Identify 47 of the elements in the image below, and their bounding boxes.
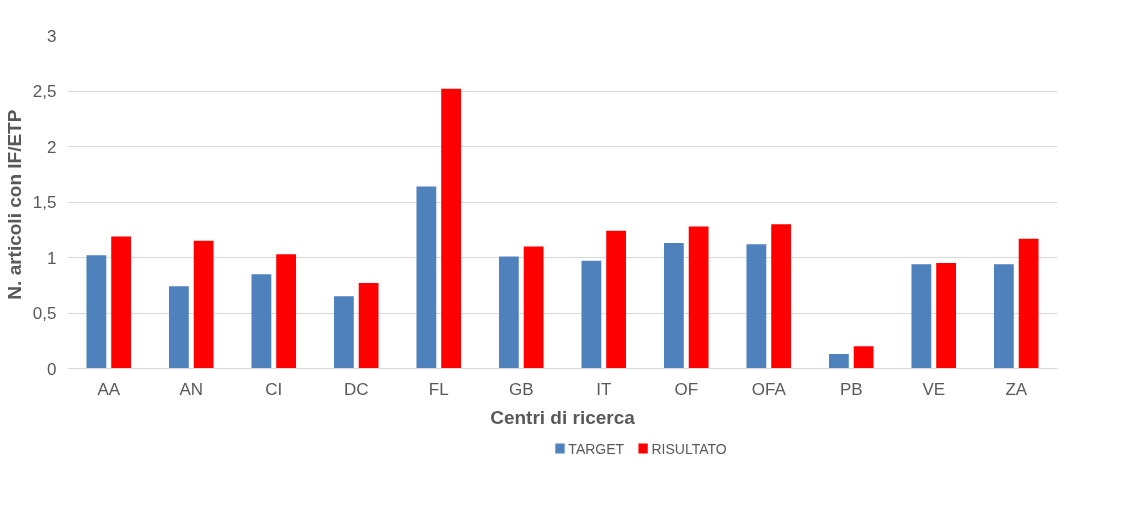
x-tick-label: DC: [343, 379, 369, 399]
bar: [581, 260, 602, 369]
legend-label: RISULTATO: [651, 440, 727, 457]
x-tick-label: AA: [97, 379, 121, 399]
y-tick-label: 1,5: [32, 193, 57, 212]
bar: [993, 264, 1014, 369]
x-tick-label: OFA: [751, 379, 787, 399]
bar: [853, 346, 874, 369]
bar: [416, 186, 437, 369]
bar: [936, 263, 957, 369]
bar: [251, 274, 272, 369]
y-tick-label: 1: [47, 248, 57, 268]
y-tick-label: 2: [47, 137, 57, 157]
bar: [276, 254, 297, 369]
bar: [111, 236, 132, 369]
bar: [1018, 238, 1039, 369]
bar: [441, 88, 462, 369]
bar: [911, 264, 932, 369]
y-tick-label: 0,5: [32, 304, 57, 323]
bar: [523, 246, 544, 369]
bar: [333, 296, 354, 369]
bar: [688, 226, 709, 369]
bar: [168, 286, 189, 369]
bar: [193, 240, 214, 369]
x-tick-label: OF: [674, 379, 699, 399]
bar: [86, 255, 107, 369]
bar: [663, 243, 684, 369]
x-tick-label: CI: [265, 379, 283, 399]
bar: [606, 230, 627, 369]
bar: [828, 354, 849, 369]
x-tick-label: GB: [508, 379, 534, 399]
y-tick-label: 3: [47, 26, 57, 46]
y-tick-label: 0: [47, 359, 57, 379]
x-tick-label: VE: [922, 379, 946, 399]
bar: [771, 224, 792, 369]
bar: [498, 256, 519, 369]
x-tick-label: IT: [596, 379, 612, 399]
x-axis-title: Centri di ricerca: [490, 406, 636, 428]
x-tick-label: ZA: [1005, 379, 1028, 399]
legend-label: TARGET: [568, 440, 625, 457]
y-tick-label: 2,5: [32, 82, 57, 101]
y-axis-title: N. articoli con IF/ETP: [3, 109, 25, 300]
x-tick-label: AN: [179, 379, 204, 399]
bar: [358, 283, 379, 369]
x-tick-label: PB: [839, 379, 863, 399]
x-tick-label: FL: [428, 379, 449, 399]
bar: [746, 244, 767, 369]
